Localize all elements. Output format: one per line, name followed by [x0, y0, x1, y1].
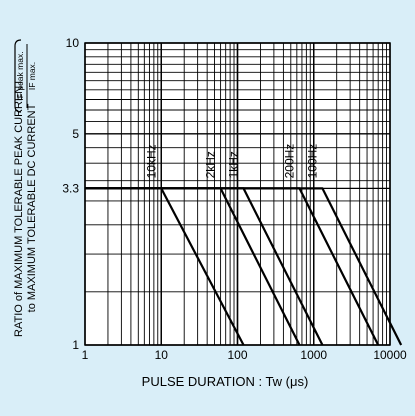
y-tick-label: 10	[66, 36, 80, 50]
ratio-denominator: IF max.	[27, 62, 37, 90]
y-tick-label: 5	[72, 127, 79, 141]
series-layer	[85, 187, 403, 346]
current-ratio-formula: IF peak max. IF max.	[14, 39, 37, 113]
y-axis-label-sub: to MAXIMUM TOLERABLE DC CURRENT	[26, 103, 38, 312]
series-label-layer: 10kHz 2kHz 1kHz 200Hz 100Hz	[144, 144, 319, 179]
series-label-10khz: 10kHz	[144, 144, 158, 178]
ratio-numerator: IF peak max.	[15, 51, 25, 100]
series-label-1khz: 1kHz	[227, 151, 241, 178]
x-tick-label: 100	[227, 348, 247, 362]
x-tick-label: 10000	[373, 348, 407, 362]
y-tick-label: 3.3	[62, 181, 79, 195]
x-axis-label: PULSE DURATION : Tw (μs)	[142, 374, 309, 389]
x-tick-label: 1	[82, 348, 89, 362]
grid-layer	[84, 42, 391, 346]
series-label-200hz: 200Hz	[282, 144, 296, 179]
x-tick-label: 10	[155, 348, 169, 362]
left-parenthesis	[14, 39, 22, 113]
y-axis-label-main: RATIO of MAXIMUM TOLERABLE PEAK CURRENT	[13, 79, 25, 337]
series-line-100hz	[85, 187, 403, 346]
x-tick-label: 1000	[300, 348, 327, 362]
series-label-100hz: 100Hz	[305, 144, 319, 179]
y-tick-label: 1	[72, 338, 79, 352]
series-label-2khz: 2kHz	[204, 151, 218, 178]
tick-label-layer: 1 10 100 1000 10000 1 3.3 5 10	[62, 36, 407, 362]
